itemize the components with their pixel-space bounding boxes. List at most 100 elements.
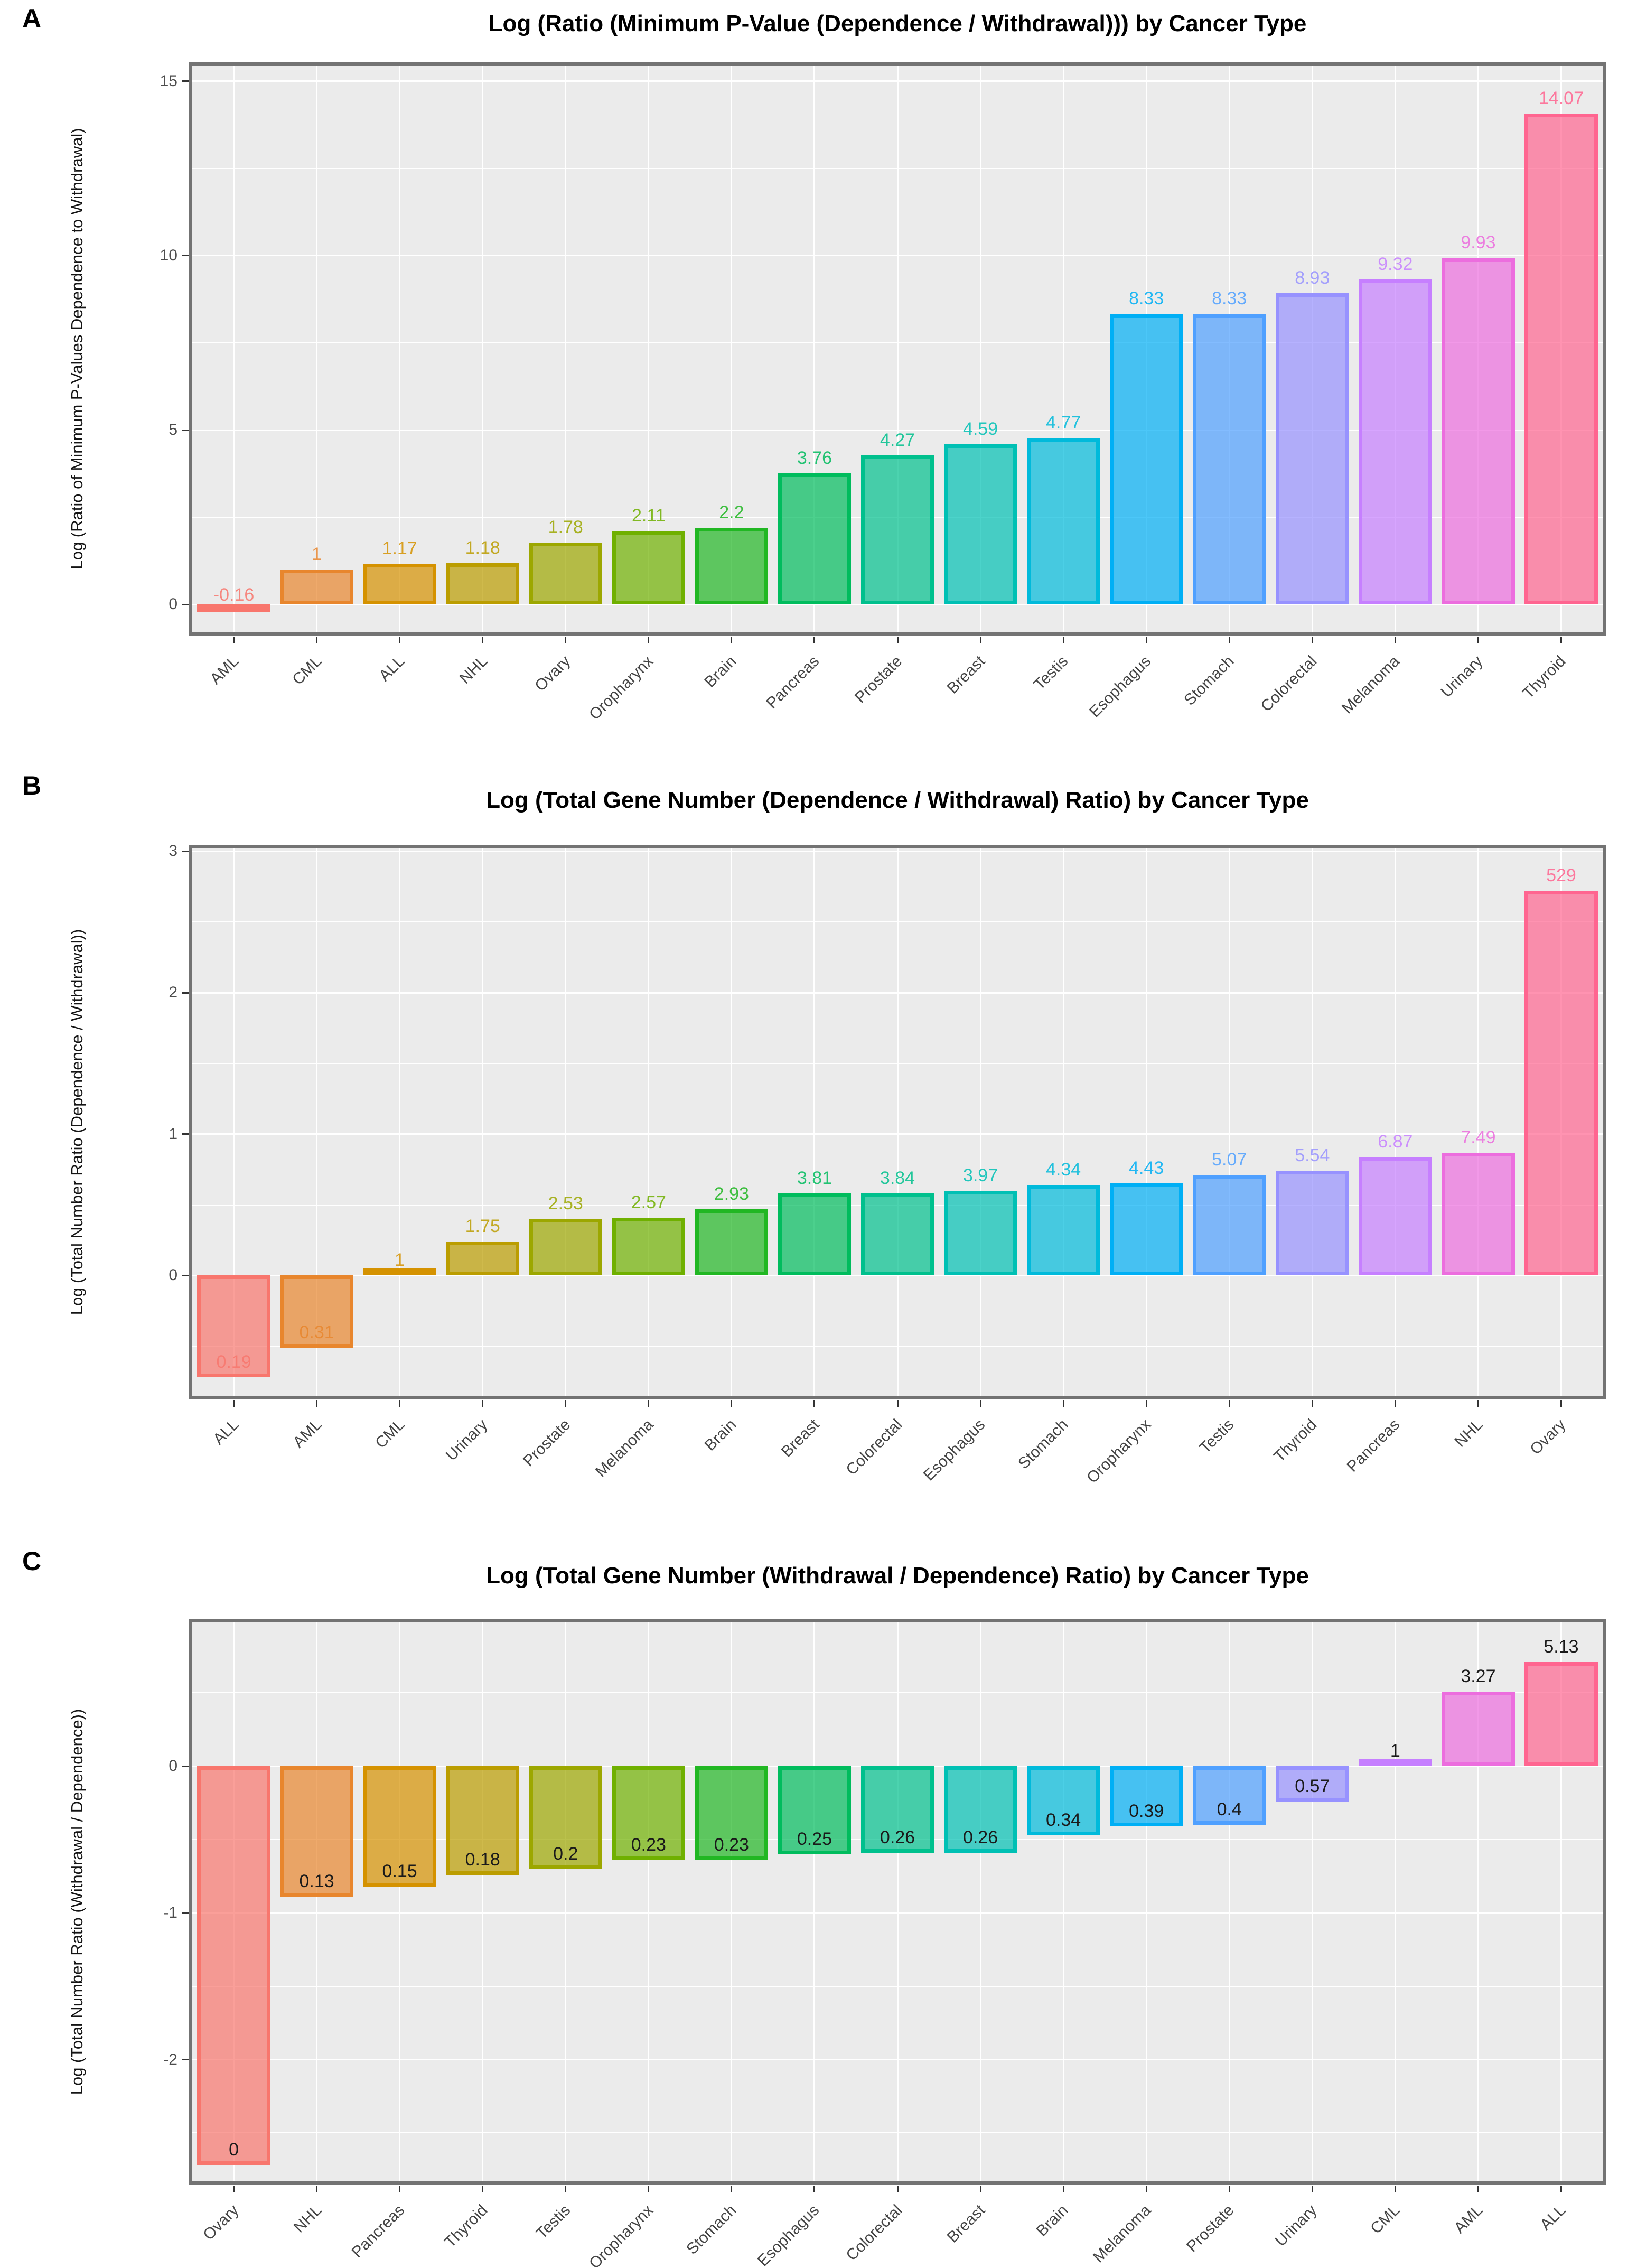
y-tick-mark [182,1765,189,1767]
y-tick-label: 10 [160,246,177,264]
bar-value-label: 3.76 [797,447,832,468]
vertical-gridline [482,1622,484,2181]
bar-melanoma [612,1217,685,1276]
bar-ovary [529,542,602,605]
x-tick-mark [1062,2186,1064,2192]
panel-a-title: Log (Ratio (Minimum P-Value (Dependence … [488,11,1307,36]
bar-value-label: 529 [1546,865,1576,886]
x-tick-mark [482,1400,484,1407]
y-tick-label: -2 [163,2050,177,2068]
bar-value-label: 4.27 [880,430,915,451]
vertical-gridline [813,848,816,1396]
bar-value-label: 5.13 [1544,1636,1579,1657]
bar-value-label: 0.26 [880,1827,915,1847]
bar-ovary [1524,891,1598,1276]
x-tick-mark [565,1400,567,1407]
bar-value-label: 0.23 [631,1834,666,1855]
vertical-gridline [233,66,235,632]
y-tick-mark [182,1274,189,1276]
y-tick-label: 0 [169,1266,177,1284]
bar-value-label: 0.23 [714,1834,749,1855]
bar-value-label: 3.27 [1461,1666,1496,1686]
x-tick-mark [1062,1400,1064,1407]
bar-breast [943,1766,1017,1853]
x-tick-mark [233,2186,235,2192]
vertical-gridline [399,848,401,1396]
x-tick-mark [1145,637,1147,643]
x-tick-mark [896,637,899,643]
bar-value-label: -0.16 [213,584,255,605]
x-tick-mark [1477,1400,1479,1407]
bar-testis [529,1766,602,1869]
x-tick-mark [482,2186,484,2192]
x-tick-mark [316,1400,318,1407]
y-tick-label: 3 [169,842,177,860]
vertical-gridline [1560,1622,1562,2181]
x-tick-mark [1394,637,1396,643]
panel-c-plot-area: 0 0.13 0.15 0.18 0.2 0.23 0.23 0.25 0.26 0.26 0.34… [189,1619,1606,2185]
vertical-gridline [979,66,981,632]
x-tick-mark [1228,2186,1230,2192]
bar-value-label: 0.31 [299,1322,334,1342]
panel-a-plot-area: -0.16 1 1.17 1.18 1.78 2.11 2.2 3.76 4.27 4.59 4.7… [189,62,1606,636]
x-tick-mark [731,2186,733,2192]
x-tick-mark [1311,1400,1313,1407]
bar-stomach [695,1766,768,1860]
y-tick-mark [182,80,189,82]
bar-value-label: 0.19 [216,1352,251,1373]
bar-testis [1027,438,1100,605]
y-tick-mark [182,850,189,852]
bar-value-label: 7.49 [1461,1127,1496,1147]
bar-value-label: 6.87 [1378,1131,1413,1152]
bar-value-label: 0.4 [1217,1799,1242,1820]
bar-cml [1359,1759,1432,1767]
vertical-gridline [316,1622,318,2181]
x-tick-mark [648,637,650,643]
vertical-gridline [1311,1622,1313,2181]
bar-value-label: 4.59 [962,419,998,440]
vertical-gridline [1062,66,1064,632]
y-tick-mark [182,603,189,605]
bar-aml [197,604,270,612]
bar-value-label: 8.33 [1212,288,1247,309]
x-tick-mark [1311,637,1313,643]
panel-b-plot-area: 0.19 0.31 1 1.75 2.53 2.57 2.93 3.81 3.84 3.97 4.3… [189,845,1606,1399]
bar-oropharynx [612,1766,685,1860]
vertical-gridline [1394,1622,1396,2181]
vertical-gridline [896,1622,899,2181]
bar-cml [363,1268,436,1276]
x-tick-mark [813,2186,816,2192]
x-tick-mark [482,637,484,643]
bar-stomach [1193,314,1266,605]
y-tick-mark [182,255,189,257]
bar-all [1524,1662,1598,1767]
bar-value-label: 8.93 [1295,267,1330,288]
y-tick-label: 5 [169,421,177,439]
x-tick-mark [1228,1400,1230,1407]
panel-c-title: Log (Total Gene Number (Withdrawal / Dep… [486,1563,1309,1589]
x-tick-mark [813,1400,816,1407]
bar-value-label: 2.2 [719,502,744,522]
bar-value-label: 9.32 [1378,254,1413,274]
x-tick-mark [399,637,401,643]
x-tick-mark [1560,637,1562,643]
vertical-gridline [813,66,816,632]
x-tick-mark [1145,2186,1147,2192]
vertical-gridline [1145,848,1147,1396]
x-tick-mark [731,1400,733,1407]
y-tick-mark [182,2059,189,2061]
bar-value-label: 2.57 [631,1192,666,1212]
y-tick-label: 1 [169,1125,177,1143]
x-tick-mark [648,1400,650,1407]
bar-value-label: 0.34 [1046,1809,1081,1830]
y-tick-label: 0 [169,1757,177,1775]
bar-value-label: 4.43 [1129,1158,1164,1179]
vertical-gridline [896,66,899,632]
y-tick-mark [182,429,189,431]
x-tick-mark [1477,2186,1479,2192]
x-tick-mark [1062,637,1064,643]
bar-colorectal [860,1193,934,1276]
bar-value-label: 9.93 [1461,232,1496,253]
y-tick-mark [182,992,189,994]
